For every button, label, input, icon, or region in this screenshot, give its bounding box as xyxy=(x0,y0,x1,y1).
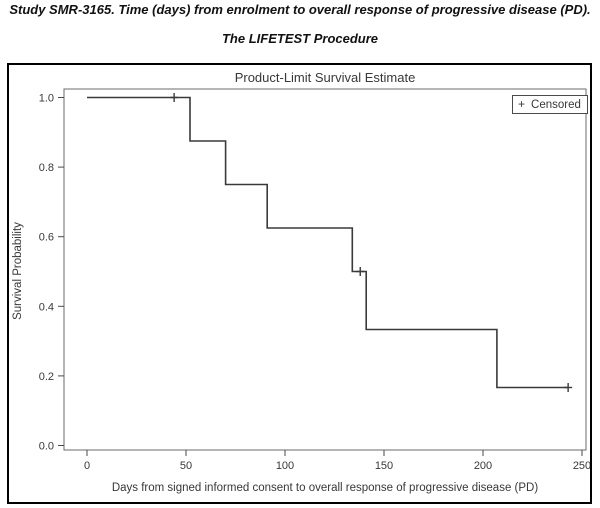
y-axis-label: Survival Probability xyxy=(12,222,24,320)
legend-censored-label: Censored xyxy=(531,99,581,111)
y-tick-label: 0.2 xyxy=(39,371,54,383)
censored-marker-icon: + xyxy=(518,97,526,111)
x-tick-label: 150 xyxy=(375,460,393,472)
survival-chart-canvas: 0 50 100 150 200 250 0.0 0.2 0.4 0.6 0.8 1.0 xyxy=(39,88,590,472)
x-tick-label: 0 xyxy=(84,460,90,472)
procedure-title: The LIFETEST Procedure xyxy=(221,31,379,46)
x-tick-label: 100 xyxy=(276,460,294,472)
x-tick-label: 200 xyxy=(474,460,492,472)
y-tick-label: 0.8 xyxy=(39,162,54,174)
chart-title: Product-Limit Survival Estimate xyxy=(234,70,416,85)
legend-censored: + Censored xyxy=(512,95,588,114)
x-tick-label: 50 xyxy=(180,460,192,472)
survival-curve xyxy=(87,96,569,389)
km-plot-frame: Product-Limit Survival Estimate 0 50 100 15… xyxy=(7,63,592,504)
x-tick-label: 250 xyxy=(573,460,590,472)
y-tick-label: 0.0 xyxy=(39,441,54,453)
plot-frame-rect xyxy=(63,88,587,451)
study-title: Study SMR-3165. Time (days) from enrolme… xyxy=(9,2,591,17)
y-tick-label: 0.4 xyxy=(39,301,54,313)
y-tick-label: 1.0 xyxy=(39,93,54,105)
y-tick-label: 0.6 xyxy=(39,232,54,244)
x-axis-label: Days from signed informed consent to ove… xyxy=(111,482,539,494)
